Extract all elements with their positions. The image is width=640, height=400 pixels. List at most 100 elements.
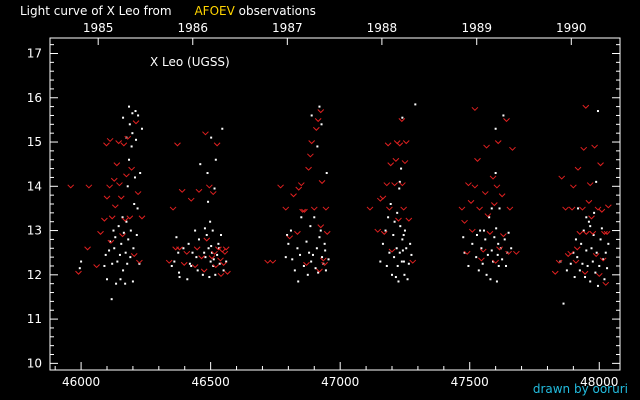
upper-limit-mark [581, 270, 589, 275]
observation-point [118, 253, 121, 256]
upper-limit-mark [599, 257, 607, 262]
observation-point [119, 278, 122, 281]
upper-limit-mark [299, 208, 306, 213]
upper-limit-mark [591, 144, 598, 149]
upper-limit-mark [387, 162, 395, 167]
upper-limit-mark [322, 206, 330, 211]
observation-point [587, 220, 590, 223]
observation-point [576, 256, 579, 259]
upper-limit-mark [582, 104, 590, 109]
observation-point [497, 264, 500, 267]
upper-limit-mark [498, 193, 506, 198]
upper-limit-mark [476, 206, 483, 211]
observation-point [467, 264, 470, 267]
observation-point [296, 247, 299, 250]
observation-point [197, 238, 200, 241]
upper-limit-mark [174, 142, 181, 147]
observation-point [502, 114, 505, 117]
upper-limit-mark [264, 259, 271, 264]
observation-point [134, 110, 137, 113]
upper-limit-mark [121, 217, 129, 222]
observation-point [492, 260, 495, 263]
upper-limit-mark [496, 246, 503, 251]
y-tick-label: 14 [27, 179, 42, 193]
upper-limit-mark [471, 106, 479, 112]
observation-point [289, 229, 292, 232]
observation-point [477, 269, 480, 272]
upper-limit-mark [191, 264, 199, 269]
observation-point [129, 256, 132, 259]
upper-limit-mark [317, 224, 325, 229]
observation-point [319, 229, 322, 232]
upper-limit-mark [391, 182, 398, 187]
upper-limit-mark [316, 268, 323, 273]
upper-limit-mark [564, 253, 572, 258]
observation-point [490, 249, 493, 252]
observation-point [595, 180, 598, 183]
observation-point [204, 256, 207, 259]
observation-point [379, 260, 382, 263]
observation-point [206, 172, 209, 175]
observation-point [173, 260, 176, 263]
upper-limit-mark [323, 230, 331, 235]
upper-limit-mark [383, 182, 391, 187]
upper-limit-mark [101, 217, 108, 222]
observation-point [595, 251, 598, 254]
upper-limit-mark [84, 246, 91, 251]
observation-point [503, 238, 506, 241]
upper-limit-mark [492, 259, 499, 264]
observation-point [133, 203, 136, 205]
observation-point [113, 247, 116, 250]
observation-point [131, 112, 134, 115]
upper-limit-mark [483, 144, 490, 149]
upper-limit-mark [409, 259, 417, 264]
upper-limit-mark [277, 184, 284, 189]
observation-point [381, 242, 384, 245]
year-label: 1987 [272, 21, 303, 35]
observation-point [213, 187, 216, 190]
observation-point [400, 167, 403, 170]
y-tick-label: 10 [27, 356, 42, 370]
observation-point [128, 123, 131, 126]
observation-point [385, 264, 388, 267]
upper-limit-mark [589, 230, 597, 235]
observation-point [122, 231, 125, 234]
upper-limit-mark [110, 177, 118, 182]
observation-point [110, 298, 113, 301]
observation-point [393, 256, 396, 259]
data-points [67, 103, 612, 305]
upper-limit-mark [312, 126, 320, 131]
upper-limit-mark [119, 233, 126, 238]
observation-point [170, 264, 173, 267]
upper-limit-mark [474, 157, 481, 162]
observation-point [398, 187, 401, 190]
upper-limit-mark [513, 250, 520, 255]
observation-point [207, 247, 210, 250]
upper-limit-mark [376, 197, 384, 202]
upper-limit-mark [465, 182, 472, 187]
upper-limit-mark [395, 217, 402, 222]
observation-point [584, 276, 587, 279]
observation-point [400, 260, 403, 263]
upper-limit-mark [551, 270, 559, 275]
observation-point [201, 273, 204, 276]
observation-point [489, 278, 492, 281]
upper-limit-mark [111, 204, 119, 209]
observation-point [481, 262, 484, 265]
upper-limit-mark [461, 219, 468, 224]
observation-point [117, 225, 120, 228]
observation-point [225, 260, 228, 263]
observation-point [80, 260, 83, 263]
upper-limit-mark [310, 206, 318, 211]
observation-point [115, 282, 118, 285]
upper-limit-mark [585, 199, 593, 204]
observation-point [569, 262, 572, 265]
observation-point [208, 276, 211, 279]
observation-point [602, 258, 605, 261]
observation-point [324, 249, 327, 252]
observation-point [316, 145, 319, 148]
observation-point [321, 256, 324, 259]
year-label: 1990 [556, 21, 587, 35]
observation-point [488, 216, 491, 219]
observation-point [108, 249, 111, 252]
